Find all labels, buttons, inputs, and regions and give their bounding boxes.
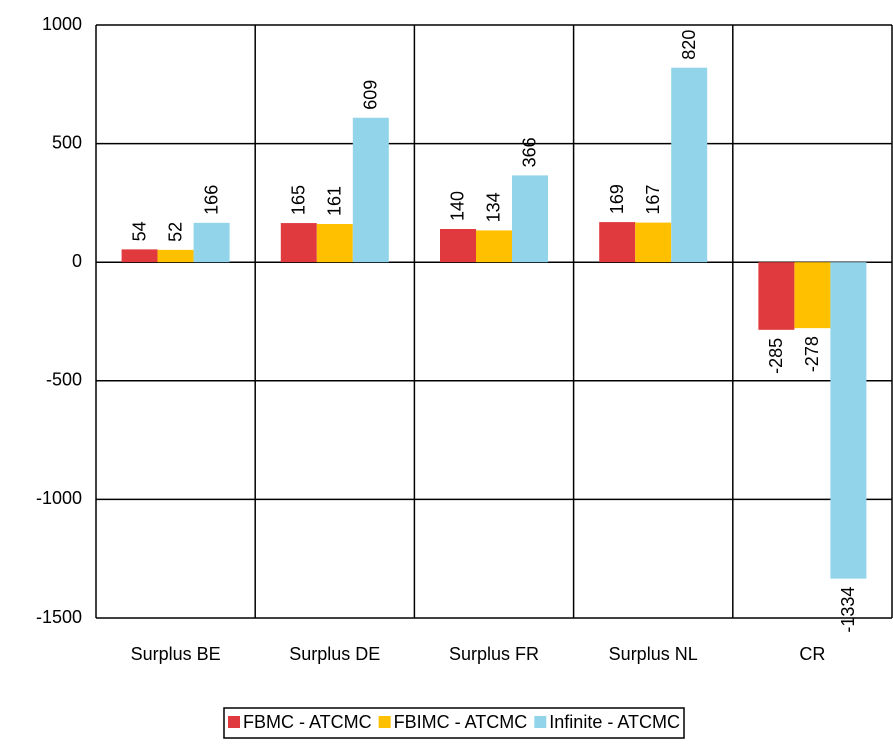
y-tick-label: 0 [72,251,82,271]
bar [316,224,353,263]
data-label: 140 [448,191,468,221]
bar [193,222,230,263]
bar [671,67,708,263]
data-label: 366 [520,137,540,167]
bar [794,262,831,329]
y-tick-label: -500 [46,370,82,390]
bar [476,230,512,263]
bar [830,262,867,579]
data-label: 166 [201,185,221,215]
data-label: 167 [643,185,663,215]
data-label: 161 [325,186,345,216]
legend-swatch [534,716,547,728]
data-label: -278 [802,336,822,372]
data-label: 52 [165,222,185,242]
data-label: -285 [766,338,786,374]
bar [157,249,194,263]
legend-box [223,707,685,739]
data-label: 169 [607,184,627,214]
data-label: -1334 [838,587,858,633]
bar [758,262,795,330]
y-tick-label: -1500 [36,607,82,627]
legend-label: FBMC - ATCMC [243,712,372,732]
data-label: 134 [484,192,504,222]
data-label: 165 [289,185,309,215]
x-tick-label: Surplus FR [449,644,539,664]
x-tick-label: Surplus BE [131,644,221,664]
bar [599,222,636,263]
bar [121,249,158,263]
bar [280,223,317,263]
x-tick-label: Surplus DE [289,644,380,664]
bar [352,117,389,263]
legend-label: Infinite - ATCMC [549,712,680,732]
x-tick-label: Surplus NL [609,644,698,664]
bar [512,175,548,263]
y-tick-label: 500 [52,132,82,152]
legend-label: FBIMC - ATCMC [394,712,528,732]
bar [440,228,476,263]
data-label: 820 [679,30,699,60]
legend-swatch [378,716,391,728]
legend-swatch [227,716,240,728]
y-tick-label: 1000 [42,14,82,34]
x-tick-label: CR [799,644,825,664]
bar [635,222,672,263]
y-tick-label: -1000 [36,488,82,508]
data-label: 54 [129,221,149,241]
data-label: 609 [361,80,381,110]
